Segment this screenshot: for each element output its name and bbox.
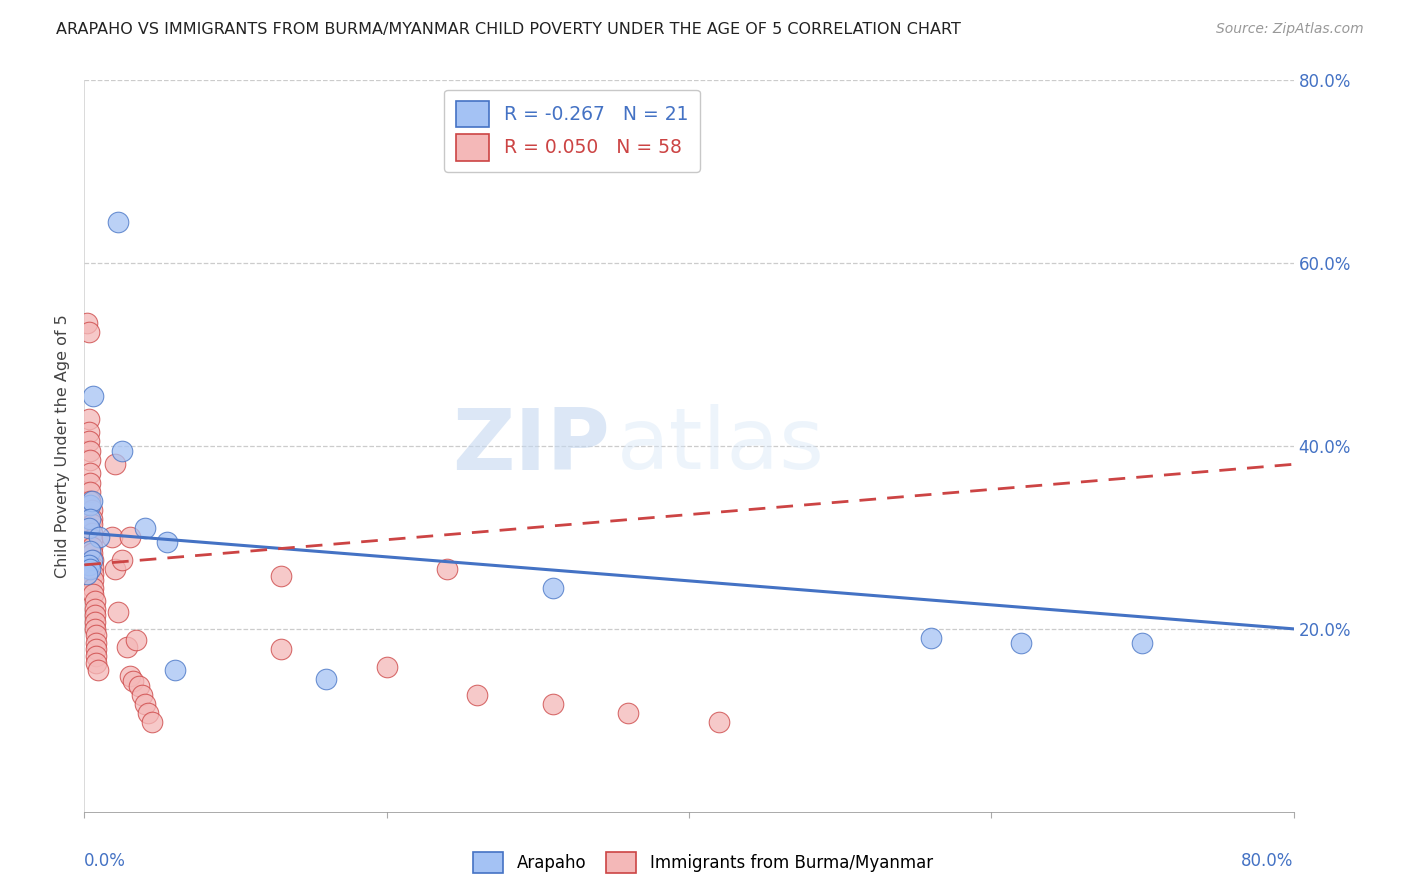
Text: ZIP: ZIP [453,404,610,488]
Point [84,615,107,629]
Point [77,411,100,425]
Point [84,601,107,615]
Point [82,574,104,588]
Point [80,516,103,531]
Point [467,688,489,702]
Point [617,706,640,720]
Point [80,540,103,554]
Point [80,553,103,567]
Point [375,660,398,674]
Text: 80.0%: 80.0% [1241,852,1294,870]
Point [125,632,148,647]
Point [270,642,292,657]
Point [920,631,942,645]
Point [82,553,104,567]
Text: Source: ZipAtlas.com: Source: ZipAtlas.com [1216,22,1364,37]
Point [104,458,127,472]
Point [134,697,156,711]
Point [79,512,101,526]
Point [86,628,108,642]
Point [1130,635,1153,649]
Point [82,389,104,403]
Point [121,673,143,688]
Point [79,452,101,467]
Point [82,567,104,582]
Point [79,475,101,490]
Point [118,669,141,683]
Point [77,325,100,339]
Point [77,425,100,440]
Y-axis label: Child Poverty Under the Age of 5: Child Poverty Under the Age of 5 [55,314,70,578]
Point [82,559,104,574]
Point [89,530,111,544]
Point [80,512,103,526]
Point [86,649,108,664]
Point [107,215,129,229]
Point [541,581,564,595]
Point [115,640,138,655]
Legend: Arapaho, Immigrants from Burma/Myanmar: Arapaho, Immigrants from Burma/Myanmar [467,846,939,880]
Point [76,567,98,582]
Point [86,635,108,649]
Point [79,544,101,558]
Point [131,688,153,702]
Point [79,467,101,481]
Point [77,558,100,572]
Point [86,642,108,657]
Point [1011,635,1033,649]
Point [156,535,179,549]
Point [80,525,103,540]
Point [82,587,104,601]
Point [134,521,156,535]
Point [82,581,104,595]
Point [77,521,100,535]
Point [79,443,101,458]
Point [165,663,187,677]
Point [84,622,107,636]
Point [79,562,101,576]
Point [111,443,134,458]
Point [79,493,101,508]
Point [270,569,292,583]
Point [80,546,103,560]
Point [107,606,129,620]
Text: ARAPAHO VS IMMIGRANTS FROM BURMA/MYANMAR CHILD POVERTY UNDER THE AGE OF 5 CORREL: ARAPAHO VS IMMIGRANTS FROM BURMA/MYANMAR… [56,22,962,37]
Point [136,706,159,720]
Point [80,493,103,508]
Point [100,530,122,544]
Point [79,499,101,513]
Point [709,715,731,730]
Point [84,608,107,623]
Legend: R = -0.267   N = 21, R = 0.050   N = 58: R = -0.267 N = 21, R = 0.050 N = 58 [444,90,700,172]
Point [80,503,103,517]
Point [141,715,163,730]
Point [118,530,141,544]
Point [87,663,110,677]
Point [84,594,107,608]
Point [111,553,134,567]
Point [79,484,101,499]
Point [76,316,98,330]
Text: atlas: atlas [616,404,824,488]
Point [77,434,100,449]
Point [436,562,458,576]
Text: 0.0%: 0.0% [84,852,127,870]
Point [104,562,127,576]
Point [315,672,337,686]
Point [128,679,150,693]
Point [541,697,564,711]
Point [86,656,108,670]
Point [80,533,103,547]
